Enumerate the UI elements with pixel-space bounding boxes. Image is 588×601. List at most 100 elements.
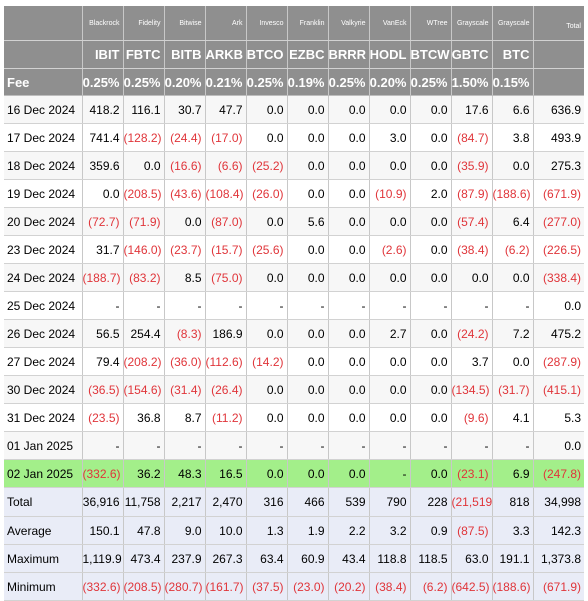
row-date: 17 Dec 2024 (4, 123, 83, 152)
summary-cell: 10.0 (205, 516, 247, 545)
summary-cell: 63.4 (246, 544, 288, 573)
flow-cell: - (369, 459, 411, 488)
flow-cell: 0.0 (410, 151, 452, 180)
row-total: 493.9 (533, 123, 584, 152)
summary-cell: 118.5 (410, 544, 452, 573)
row-total: 0.0 (533, 291, 584, 320)
flow-cell: - (246, 431, 288, 460)
flow-cell: 3.0 (369, 123, 411, 152)
summary-total: 142.3 (533, 516, 584, 545)
issuer-name: Franklin (287, 6, 329, 41)
flow-cell: (112.6) (205, 347, 247, 376)
row-total: 275.3 (533, 151, 584, 180)
summary-row: Maximum 1,119.9 473.4 237.9 267.3 63.4 60.9 43.… (4, 544, 584, 573)
total-ticker-blank (533, 40, 584, 69)
flow-cell: (25.6) (246, 235, 288, 264)
flow-cell: 186.9 (205, 319, 247, 348)
row-date: 25 Dec 2024 (4, 291, 83, 320)
flow-cell: 2.7 (369, 319, 411, 348)
summary-cell: (37.5) (246, 572, 288, 601)
summary-cell: 191.1 (492, 544, 534, 573)
flow-cell: 16.5 (205, 459, 247, 488)
summary-cell: 539 (328, 487, 370, 517)
flow-cell: - (205, 291, 247, 320)
flow-cell: 48.3 (164, 459, 206, 488)
etf-flows-table: Blackrock Fidelity Bitwise Ark Invesco Frankl… (4, 6, 584, 601)
flow-cell: 0.0 (410, 319, 452, 348)
summary-cell: (87.5) (451, 516, 493, 545)
flow-cell: (9.6) (451, 403, 493, 432)
flow-cell: 0.0 (123, 151, 165, 180)
table-row: 01 Jan 2025- - - - - - - - - - -0.0 (4, 431, 584, 460)
summary-cell: (161.7) (205, 572, 247, 601)
flow-cell: - (369, 431, 411, 460)
flow-cell: (2.6) (369, 235, 411, 264)
flow-cell: (75.0) (205, 263, 247, 292)
summary-cell: 316 (246, 487, 288, 517)
row-date: 27 Dec 2024 (4, 347, 83, 376)
flow-cell: 0.0 (246, 95, 288, 124)
flow-cell: 0.0 (410, 123, 452, 152)
row-date: 20 Dec 2024 (4, 207, 83, 236)
flow-cell: - (287, 431, 329, 460)
flow-cell: (57.4) (451, 207, 493, 236)
flow-cell: 0.0 (287, 403, 329, 432)
fee-value: 0.25% (123, 68, 165, 96)
flow-cell: 0.0 (410, 347, 452, 376)
row-total: 0.0 (533, 431, 584, 460)
row-date: 01 Jan 2025 (4, 431, 83, 460)
summary-cell: 43.4 (328, 544, 370, 573)
flow-cell: - (410, 291, 452, 320)
flow-cell: (71.9) (123, 207, 165, 236)
flow-cell: 0.0 (492, 263, 534, 292)
row-total: (226.5) (533, 235, 584, 264)
flow-cell: 359.6 (82, 151, 124, 180)
flow-cell: - (451, 431, 493, 460)
flow-cell: - (492, 291, 534, 320)
flow-cell: 0.0 (328, 403, 370, 432)
issuer-name: Fidelity (123, 6, 165, 41)
flow-cell: (31.4) (164, 375, 206, 404)
issuer-name: WTree (410, 6, 452, 41)
flow-cell: 56.5 (82, 319, 124, 348)
fee-label: Fee (4, 68, 83, 96)
flow-cell: 0.0 (492, 151, 534, 180)
summary-cell: 1,119.9 (82, 544, 124, 573)
flow-cell: 0.0 (369, 263, 411, 292)
flow-cell: - (123, 431, 165, 460)
fee-value: 0.25% (328, 68, 370, 96)
summary-row: Total 36,916 11,758 2,217 2,470 316 466 539 790 2… (4, 487, 584, 517)
summary-label: Total (4, 487, 83, 517)
flow-cell: 0.0 (287, 179, 329, 208)
flow-cell: (87.0) (205, 207, 247, 236)
table-row: 18 Dec 2024 359.6 0.0 (16.6) (6.6) (25.2) 0.0 0… (4, 151, 584, 180)
flow-cell: (35.9) (451, 151, 493, 180)
row-date: 30 Dec 2024 (4, 375, 83, 404)
flow-cell: 0.0 (328, 347, 370, 376)
flow-cell: 0.0 (451, 263, 493, 292)
issuer-name: Bitwise (164, 6, 206, 41)
table-row: 19 Dec 2024 0.0 (208.5) (43.6) (108.4) (26.0)… (4, 179, 584, 208)
summary-cell: 11,758 (123, 487, 165, 517)
flow-cell: 0.0 (328, 95, 370, 124)
row-total: (277.0) (533, 207, 584, 236)
flow-cell: (26.4) (205, 375, 247, 404)
ticker-symbol: BITB (164, 40, 206, 69)
flow-cell: - (205, 431, 247, 460)
row-date: 18 Dec 2024 (4, 151, 83, 180)
summary-cell: (642.5) (451, 572, 493, 601)
flow-cell: (6.6) (205, 151, 247, 180)
summary-cell: 466 (287, 487, 329, 517)
flow-cell: 0.0 (369, 95, 411, 124)
flow-cell: (332.6) (82, 459, 124, 488)
table-row: 27 Dec 2024 79.4 (208.2) (36.0) (112.6) (14.2… (4, 347, 584, 376)
flow-cell: 0.0 (328, 151, 370, 180)
row-total: (671.9) (533, 179, 584, 208)
fee-value: 1.50% (451, 68, 493, 96)
flow-cell: - (451, 291, 493, 320)
summary-cell: (20.2) (328, 572, 370, 601)
flow-cell: 5.6 (287, 207, 329, 236)
issuer-header-corner (4, 6, 83, 41)
summary-cell: 118.8 (369, 544, 411, 573)
flow-cell: 0.0 (287, 347, 329, 376)
